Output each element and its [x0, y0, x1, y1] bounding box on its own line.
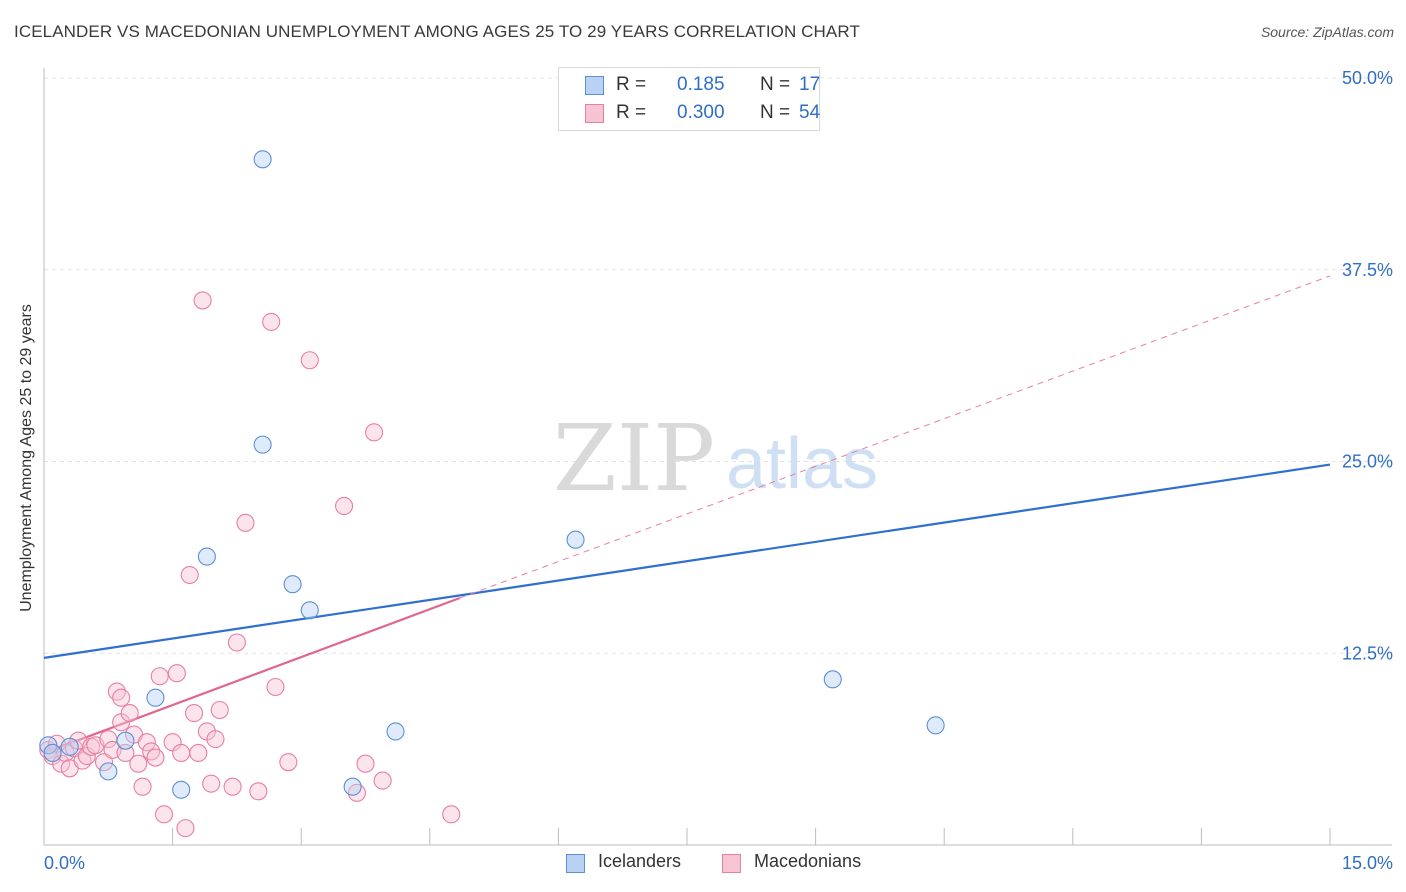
data-points — [39, 150, 945, 838]
y-tick-label: 12.5% — [1342, 643, 1393, 663]
macedonian-point — [112, 688, 131, 707]
watermark: ZIP atlas — [553, 405, 878, 512]
macedonian-point — [249, 782, 268, 801]
icelander-point — [60, 737, 79, 756]
macedonian-point — [300, 351, 319, 370]
macedonian-point — [94, 753, 114, 772]
icelanders-swatch — [585, 76, 604, 95]
macedonians-swatch — [585, 104, 604, 123]
macedonian-point — [167, 664, 186, 683]
icelander-point — [43, 743, 62, 763]
macedonian-point — [150, 667, 169, 686]
macedonians-trend-line — [43, 596, 461, 754]
macedonian-point — [279, 753, 298, 772]
watermark-atlas: atlas — [726, 424, 878, 504]
macedonian-point — [373, 771, 392, 790]
axes — [43, 68, 1392, 846]
x-tick-label: 0.0% — [44, 853, 85, 873]
icelander-point — [926, 716, 945, 735]
macedonian-point — [116, 743, 135, 763]
macedonian-point — [227, 633, 246, 652]
n-value: 17 — [799, 74, 821, 95]
chart-title: ICELANDER VS MACEDONIAN UNEMPLOYMENT AMO… — [14, 22, 860, 41]
macedonian-point — [193, 291, 212, 310]
source-label: Source: ZipAtlas.com — [1260, 24, 1394, 40]
icelander-point — [386, 722, 405, 741]
macedonian-point — [210, 700, 229, 720]
n-label: N = — [760, 102, 791, 123]
macedonian-point — [189, 743, 208, 763]
macedonian-point — [146, 748, 165, 767]
r-value: 0.300 — [677, 102, 725, 123]
macedonian-point — [184, 704, 204, 723]
macedonian-point — [129, 754, 148, 773]
icelander-point — [172, 780, 191, 799]
macedonians-trend-extension — [459, 275, 1331, 599]
icelander-point — [197, 547, 216, 566]
y-tick-label: 25.0% — [1342, 452, 1393, 472]
gridlines — [44, 77, 1392, 654]
x-tick-label: 15.0% — [1342, 853, 1393, 873]
icelander-point — [566, 530, 585, 549]
icelander-point — [253, 435, 272, 454]
icelander-point — [99, 762, 118, 781]
macedonian-point — [172, 743, 191, 763]
macedonian-point — [176, 819, 195, 838]
watermark-zip: ZIP — [553, 405, 715, 512]
macedonian-point — [223, 777, 242, 796]
macedonian-point — [266, 677, 285, 697]
icelander-point — [300, 601, 319, 620]
macedonian-point — [202, 774, 221, 793]
icelander-point — [146, 688, 165, 707]
tick-labels: 12.5% 25.0% 37.5% 50.0% 0.0% 15.0% — [44, 68, 1393, 873]
macedonians-label: Macedonians — [754, 851, 862, 871]
macedonian-point — [335, 496, 354, 516]
icelander-point — [283, 575, 302, 594]
r-label: R = — [616, 102, 647, 123]
n-value: 54 — [799, 102, 821, 123]
macedonian-point — [356, 754, 375, 773]
icelanders-trend-line — [43, 463, 1331, 659]
macedonian-point — [206, 730, 225, 749]
macedonian-point — [133, 777, 152, 796]
macedonian-point — [180, 565, 199, 585]
r-value: 0.185 — [677, 74, 725, 95]
macedonian-point — [442, 805, 461, 824]
macedonian-point — [137, 733, 156, 752]
macedonian-point — [154, 805, 174, 824]
macedonian-point — [365, 423, 384, 442]
icelanders-label: Icelanders — [598, 851, 682, 871]
y-tick-label: 50.0% — [1342, 68, 1393, 88]
trend-lines — [43, 275, 1331, 754]
r-label: R = — [616, 74, 647, 95]
icelander-point — [823, 670, 842, 689]
icelander-point — [116, 731, 135, 750]
macedonian-point — [262, 312, 281, 331]
stats-legend: R = 0.185 N = 17 R = 0.300 N = 54 — [558, 67, 820, 131]
y-tick-label: 37.5% — [1342, 260, 1393, 280]
icelander-point — [343, 777, 362, 796]
icelander-point — [253, 150, 272, 169]
icelanders-swatch — [566, 854, 585, 873]
macedonian-point — [236, 513, 255, 532]
n-label: N = — [760, 74, 791, 95]
macedonian-point — [120, 704, 139, 723]
macedonians-swatch — [722, 854, 741, 873]
